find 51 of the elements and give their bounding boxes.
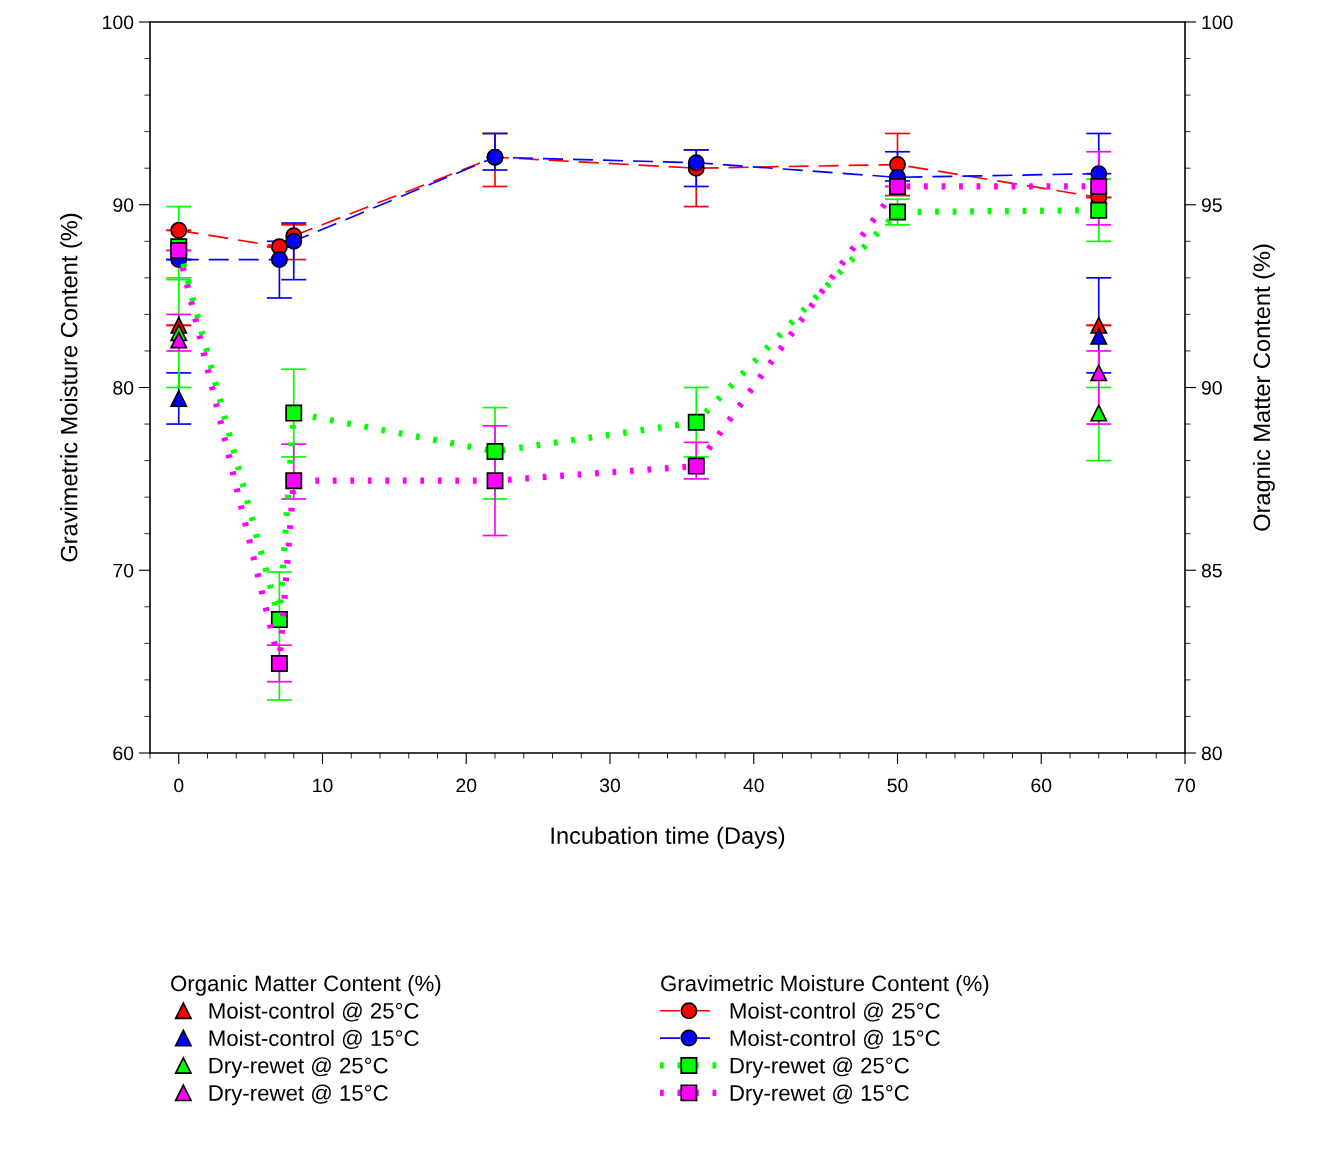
point	[687, 457, 705, 475]
x-tick-label: 10	[313, 778, 333, 793]
point	[889, 203, 906, 221]
y2-tick-label: 80	[1201, 746, 1222, 761]
point	[285, 232, 303, 250]
legend-label: Moist-control @ 15°C	[730, 1029, 940, 1049]
point	[889, 178, 906, 195]
point	[1090, 327, 1108, 345]
x-tick-label: 70	[1175, 778, 1196, 793]
y2-axis-title: Oragnic Matter Content (%)	[1252, 244, 1275, 531]
legend-label: Dry-rewet @ 25°C	[730, 1057, 909, 1078]
legend-label: Dry-rewet @ 15°C	[209, 1084, 388, 1106]
point	[486, 472, 504, 490]
y-tick-label: 90	[113, 198, 134, 212]
y2-tick-label: 100	[1202, 15, 1233, 30]
y-tick-label: 80	[113, 380, 134, 395]
point	[170, 389, 188, 407]
text: Gravimetric Moisture Content (%)	[661, 975, 989, 996]
x-tick-label: 40	[743, 778, 764, 793]
point	[285, 404, 303, 422]
point	[285, 472, 303, 490]
y2-tick-label: 90	[1201, 380, 1222, 395]
y2-tick-label: 95	[1201, 198, 1222, 212]
point	[1090, 178, 1108, 195]
point	[486, 442, 504, 460]
text: Organic Matter Content (%)	[171, 975, 441, 996]
y-tick-label: 60	[113, 746, 134, 761]
x-tick-label: 60	[1031, 778, 1052, 793]
legend-label: Moist-control @ 25°C	[730, 1002, 940, 1022]
point	[270, 251, 288, 269]
legend-label: Moist-control @ 15°C	[209, 1029, 419, 1049]
y-tick-label: 70	[113, 563, 134, 578]
point	[170, 221, 188, 239]
point	[687, 154, 705, 172]
x-tick-label: 30	[599, 778, 621, 793]
x-axis-title: Incubation time (Days)	[551, 826, 785, 849]
y-tick-label: 100	[103, 15, 134, 30]
y-axis-title: Gravimetric Moisture Content (%)	[60, 213, 83, 562]
legend-label: Dry-rewet @ 25°C	[209, 1057, 388, 1078]
point	[170, 331, 188, 349]
x-tick-label: 50	[887, 778, 908, 793]
legend-label: Moist-control @ 25°C	[209, 1002, 419, 1022]
point	[1090, 404, 1108, 422]
x-tick-label: 20	[456, 778, 477, 793]
point	[270, 654, 288, 672]
legend-label: Dry-rewet @ 15°C	[730, 1084, 909, 1106]
x-tick-label: 0	[174, 778, 184, 793]
point	[687, 413, 705, 431]
point	[1090, 201, 1108, 219]
point	[1090, 364, 1108, 382]
y2-tick-label: 85	[1201, 563, 1222, 578]
